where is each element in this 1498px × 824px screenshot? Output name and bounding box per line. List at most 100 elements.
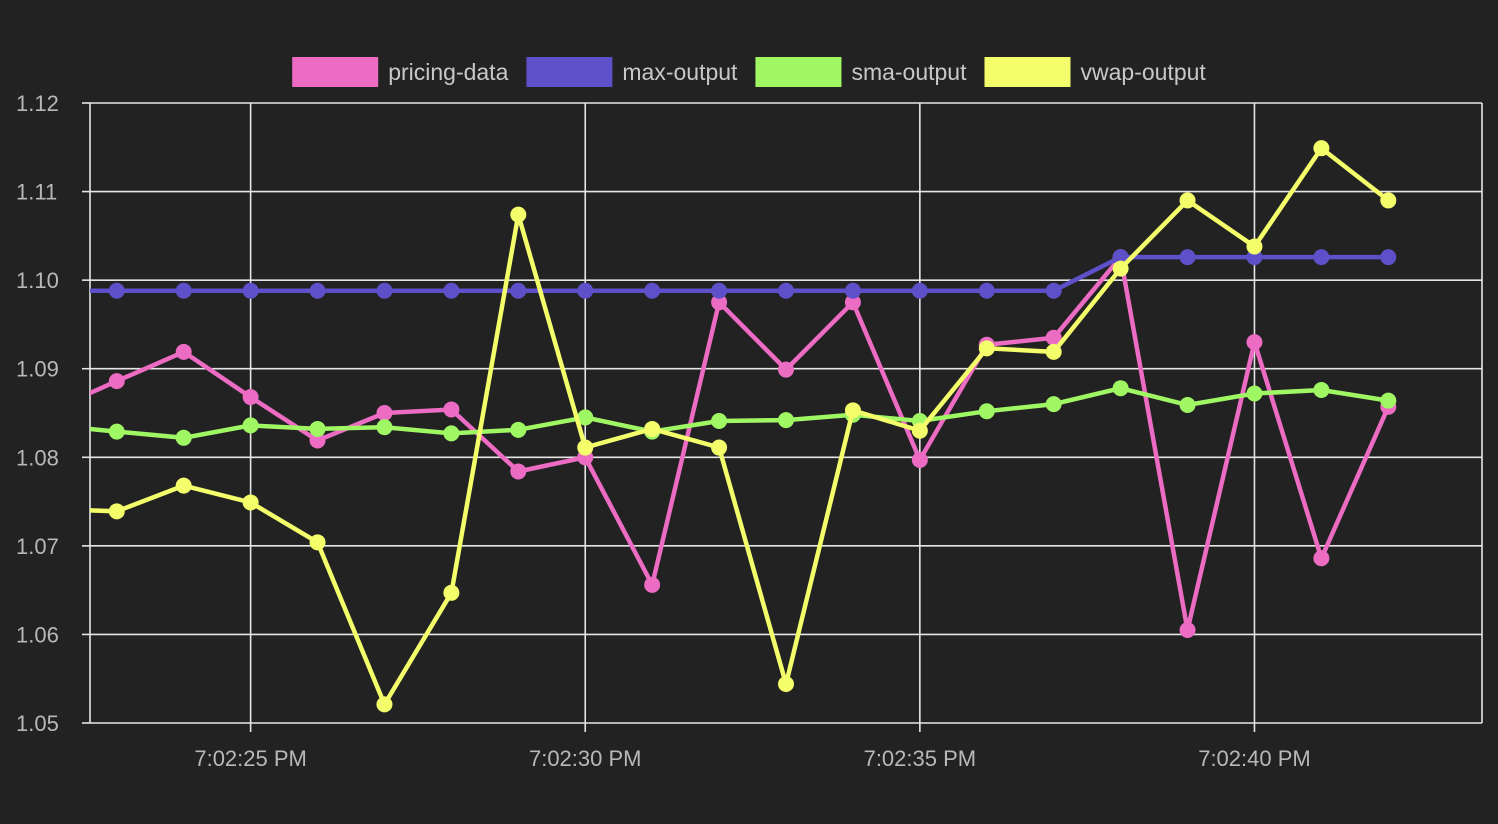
data-point-sma-output[interactable] [711, 412, 728, 429]
data-point-pricing-data[interactable] [309, 432, 326, 449]
data-point-max-output[interactable] [778, 282, 794, 299]
data-point-sma-output[interactable] [1112, 380, 1129, 397]
y-tick-label: 1.09 [16, 357, 59, 382]
data-point-max-output[interactable] [644, 282, 661, 299]
data-point-max-output[interactable] [510, 282, 527, 299]
data-point-pricing-data[interactable] [242, 389, 259, 406]
data-point-pricing-data[interactable] [711, 294, 728, 311]
legend-item-max-output[interactable]: max-output [526, 57, 738, 87]
data-point-max-output[interactable] [577, 282, 594, 299]
data-point-max-output[interactable] [242, 282, 259, 299]
data-point-vwap-output[interactable] [711, 439, 728, 456]
legend-item-sma-output[interactable]: sma-output [755, 57, 967, 87]
data-point-vwap-output[interactable] [844, 402, 861, 419]
data-point-pricing-data[interactable] [644, 576, 661, 593]
data-point-max-output[interactable] [1045, 282, 1062, 299]
data-point-max-output[interactable] [1313, 249, 1330, 266]
data-point-vwap-output[interactable] [510, 206, 527, 223]
legend-label: vwap-output [1081, 59, 1207, 85]
x-axis-ticks: 7:02:25 PM 7:02:30 PM 7:02:35 PM 7:02:40 PM [194, 746, 1310, 771]
series-max-output [90, 249, 1397, 299]
data-point-max-output[interactable] [844, 282, 861, 299]
data-point-pricing-data[interactable] [175, 343, 192, 360]
data-point-sma-output[interactable] [778, 412, 794, 429]
series-pricing-data [90, 249, 1397, 638]
data-point-sma-output[interactable] [978, 403, 995, 420]
data-point-vwap-output[interactable] [242, 494, 259, 511]
data-point-max-output[interactable] [978, 282, 995, 299]
data-point-vwap-output[interactable] [577, 439, 594, 456]
data-point-pricing-data[interactable] [911, 451, 928, 468]
legend-swatch [292, 57, 379, 87]
legend-item-pricing-data[interactable]: pricing-data [292, 57, 509, 87]
data-point-sma-output[interactable] [577, 409, 594, 426]
x-tick-label: 7:02:35 PM [864, 746, 977, 771]
y-axis-ticks: 1.05 1.06 1.07 1.08 1.09 1.10 1.11 1.12 [16, 91, 59, 736]
legend-swatch [984, 57, 1071, 87]
data-point-sma-output[interactable] [1045, 396, 1062, 413]
data-point-vwap-output[interactable] [1380, 192, 1397, 209]
data-point-max-output[interactable] [1179, 249, 1196, 266]
y-tick-label: 1.11 [16, 180, 57, 205]
data-point-sma-output[interactable] [443, 425, 460, 442]
data-point-sma-output[interactable] [175, 429, 192, 446]
data-point-max-output[interactable] [175, 282, 192, 299]
data-point-sma-output[interactable] [1179, 397, 1196, 414]
data-point-pricing-data[interactable] [778, 361, 794, 378]
data-point-max-output[interactable] [1112, 249, 1129, 266]
data-point-max-output[interactable] [108, 282, 125, 299]
data-point-pricing-data[interactable] [510, 463, 527, 480]
legend[interactable]: pricing-data max-output sma-output vwap-out… [292, 57, 1206, 87]
x-tick-label: 7:02:30 PM [529, 746, 642, 771]
series-sma-output [90, 380, 1397, 446]
data-point-max-output[interactable] [1380, 249, 1397, 266]
data-point-vwap-output[interactable] [778, 676, 794, 693]
data-point-max-output[interactable] [309, 282, 326, 299]
series-line-sma-output [90, 385, 1389, 441]
data-point-pricing-data[interactable] [1045, 329, 1062, 346]
legend-label: max-output [622, 59, 738, 85]
y-tick-label: 1.06 [16, 622, 59, 647]
data-point-vwap-output[interactable] [1045, 343, 1062, 360]
data-point-sma-output[interactable] [108, 423, 125, 440]
data-point-vwap-output[interactable] [644, 420, 661, 437]
data-point-vwap-output[interactable] [1246, 238, 1263, 255]
legend-item-vwap-output[interactable]: vwap-output [984, 57, 1207, 87]
data-point-vwap-output[interactable] [978, 340, 995, 357]
data-point-pricing-data[interactable] [376, 405, 393, 421]
data-point-vwap-output[interactable] [108, 503, 125, 520]
series-lines [90, 140, 1397, 713]
series-vwap-output [90, 140, 1397, 713]
data-point-pricing-data[interactable] [108, 373, 125, 390]
data-point-max-output[interactable] [443, 282, 460, 299]
data-point-vwap-output[interactable] [911, 422, 928, 439]
data-point-vwap-output[interactable] [1179, 192, 1196, 209]
data-point-pricing-data[interactable] [1179, 622, 1196, 638]
data-point-max-output[interactable] [711, 282, 728, 299]
data-point-vwap-output[interactable] [376, 696, 393, 713]
data-point-pricing-data[interactable] [443, 401, 460, 418]
data-point-vwap-output[interactable] [309, 534, 326, 551]
y-tick-label: 1.08 [16, 445, 59, 470]
legend-swatch [755, 57, 842, 87]
data-point-vwap-output[interactable] [443, 584, 460, 601]
data-point-pricing-data[interactable] [1313, 550, 1330, 567]
data-point-vwap-output[interactable] [1313, 140, 1330, 157]
series-line-pricing-data [90, 251, 1391, 631]
data-point-max-output[interactable] [376, 282, 393, 299]
data-point-pricing-data[interactable] [844, 294, 861, 311]
y-tick-label: 1.07 [16, 534, 59, 559]
data-point-sma-output[interactable] [376, 419, 393, 436]
y-tick-label: 1.12 [16, 91, 59, 116]
data-point-vwap-output[interactable] [175, 477, 192, 494]
data-point-sma-output[interactable] [1380, 392, 1397, 409]
data-point-sma-output[interactable] [309, 420, 326, 437]
data-point-max-output[interactable] [911, 282, 928, 299]
data-point-vwap-output[interactable] [1112, 260, 1129, 277]
data-point-sma-output[interactable] [242, 417, 259, 434]
data-point-sma-output[interactable] [1313, 381, 1330, 398]
data-point-sma-output[interactable] [1246, 385, 1263, 402]
data-point-sma-output[interactable] [510, 421, 527, 438]
data-point-pricing-data[interactable] [1246, 334, 1263, 351]
